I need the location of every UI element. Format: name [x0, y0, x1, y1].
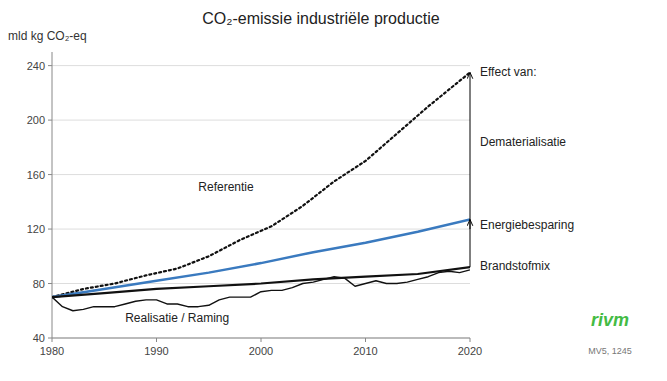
- arrow: [470, 72, 471, 267]
- grid-line: [52, 65, 470, 66]
- side-annotation: Brandstofmix: [480, 259, 550, 273]
- x-tick: [52, 338, 53, 342]
- series-line: [52, 220, 470, 298]
- x-axis-line: [52, 338, 470, 339]
- y-tick: [48, 283, 52, 284]
- series-line: [52, 72, 470, 297]
- y-tick: [48, 65, 52, 66]
- x-tick-label: 1990: [144, 345, 168, 357]
- x-tick-label: 2000: [249, 345, 273, 357]
- grid-line: [52, 120, 470, 121]
- plot-area: [52, 72, 470, 310]
- x-tick: [365, 338, 366, 342]
- x-tick: [261, 338, 262, 342]
- y-tick-label: 200: [27, 114, 45, 126]
- annotation: Referentie: [198, 180, 254, 194]
- y-tick-label: 240: [27, 60, 45, 72]
- source-note: MV5, 1245: [588, 346, 632, 356]
- y-axis-label: mld kg CO₂-eq: [8, 29, 87, 43]
- y-tick-label: 160: [27, 169, 45, 181]
- y-tick-label: 40: [33, 332, 45, 344]
- grid-line: [52, 229, 470, 230]
- x-tick-label: 2020: [458, 345, 482, 357]
- side-annotation: Energiebesparing: [480, 218, 574, 232]
- series-line: [52, 270, 470, 311]
- x-tick: [156, 338, 157, 342]
- y-tick-label: 80: [33, 278, 45, 290]
- side-annotation: Effect van:: [480, 65, 536, 79]
- grid-line: [52, 174, 470, 175]
- grid-line: [52, 338, 470, 339]
- x-tick: [470, 338, 471, 342]
- title: CO₂-emissie industriële productie: [202, 10, 440, 27]
- y-tick: [48, 338, 52, 339]
- x-tick-label: 1980: [40, 345, 64, 357]
- side-annotation: Dematerialisatie: [480, 135, 566, 149]
- y-axis-line: [52, 52, 53, 338]
- arrow: [470, 220, 471, 230]
- y-tick: [48, 174, 52, 175]
- y-tick: [48, 120, 52, 121]
- y-tick: [48, 229, 52, 230]
- x-tick-label: 2010: [353, 345, 377, 357]
- y-tick-label: 120: [27, 223, 45, 235]
- source-note: rivm: [591, 310, 629, 330]
- chart: CO₂-emissie industriële productie mld kg …: [0, 0, 667, 381]
- annotation: Realisatie / Raming: [125, 311, 229, 325]
